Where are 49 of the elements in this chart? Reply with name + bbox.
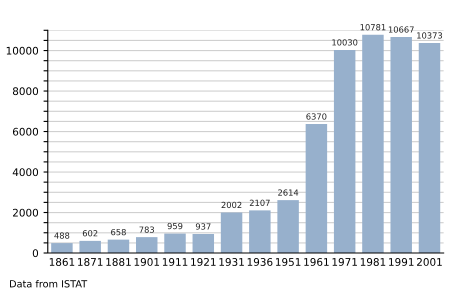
y-tick-label: 8000 [12,87,38,96]
data-label: 783 [139,226,154,233]
x-tick-label: 1921 [191,258,216,266]
x-tick-label: 1936 [248,258,272,266]
bar [108,240,130,254]
x-tick-label: 1931 [219,258,244,266]
bar [390,37,412,254]
x-tick-label: 1861 [50,258,74,266]
bar [51,243,73,254]
x-tick-label: 1901 [134,258,160,266]
bar [334,50,356,254]
y-tick-label: 6000 [12,128,38,136]
data-label: 2002 [222,202,242,208]
y-tick-label: 0 [32,249,38,258]
bar [249,210,271,254]
x-tick-label: 1951 [276,258,300,266]
x-tick-label: 1991 [389,258,414,266]
x-tick-label: 1971 [332,258,357,266]
bar [220,212,242,254]
bar [362,34,384,254]
x-tick-label: 1871 [78,258,102,266]
x-tick-label: 1961 [304,258,329,266]
bar [192,234,214,254]
bar [277,200,299,254]
data-label: 10781 [360,24,386,30]
x-tick-label: 2001 [416,258,442,266]
data-label: 10373 [417,32,442,39]
y-tick-label: 4000 [12,168,38,176]
y-tick-label: 2000 [13,208,38,217]
y-tick-label: 10000 [6,46,38,55]
data-label: 937 [196,223,211,230]
data-label: 602 [82,230,98,236]
bar [164,234,186,254]
data-label: 10667 [388,26,414,33]
x-tick-label: 1981 [360,258,386,266]
bar [79,240,101,254]
data-label: 658 [111,228,126,236]
data-label: 959 [168,222,182,230]
data-label: 488 [54,232,70,239]
bar [306,124,328,254]
text: Data from ISTAT [10,280,88,288]
bar [136,237,158,254]
data-label: 2614 [278,189,298,196]
x-tick-label: 1881 [106,258,131,266]
x-tick-label: 1911 [162,258,188,266]
data-label: 10030 [332,39,358,46]
data-label: 2107 [250,200,270,206]
data-label: 6370 [306,113,326,120]
bar [418,42,440,254]
